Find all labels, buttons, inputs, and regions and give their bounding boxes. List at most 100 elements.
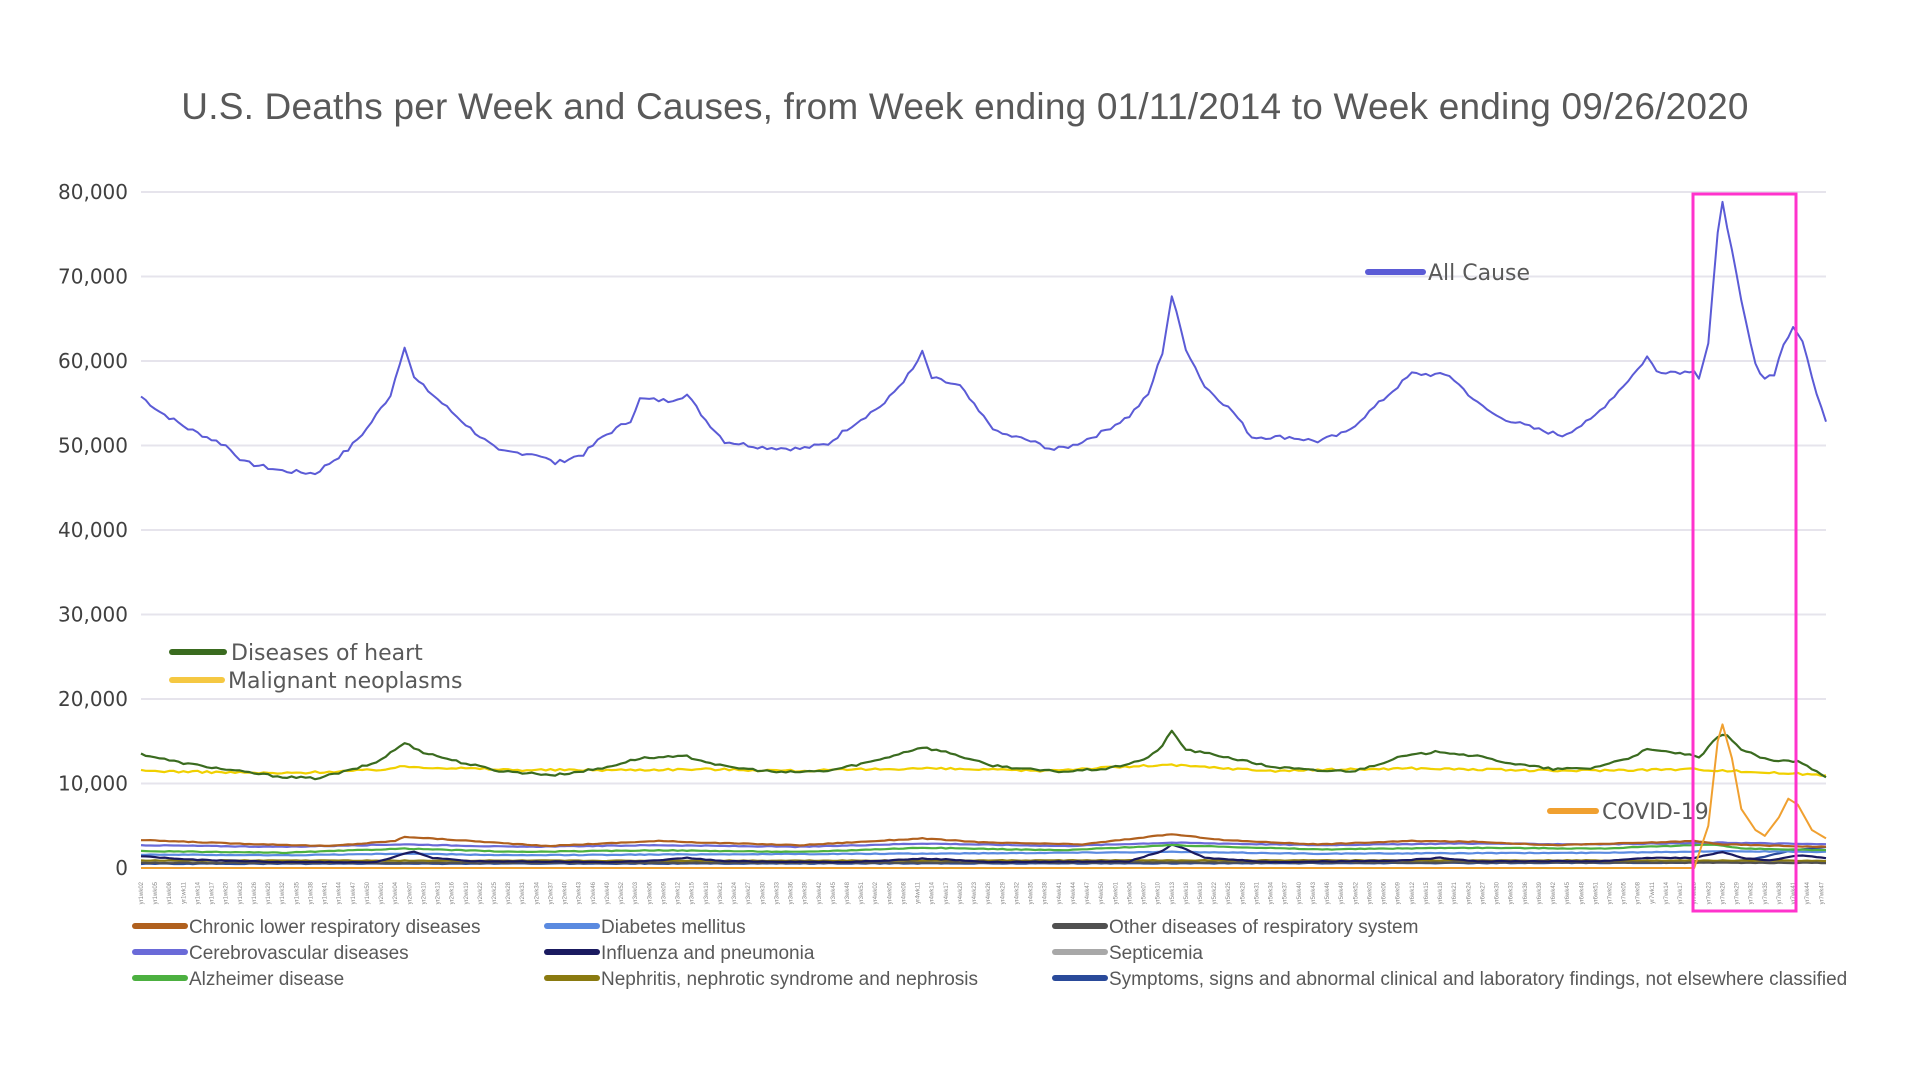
x-tick-label: yr6wk33: [1509, 881, 1515, 904]
x-tick-label: yr7wk17: [1678, 881, 1684, 904]
x-tick-label: yr4wk17: [944, 881, 950, 904]
x-tick-label: yr5wk07: [1142, 881, 1148, 904]
x-tick-label: yr2wk16: [450, 881, 456, 904]
x-tick-label: yr1wk47: [351, 881, 357, 904]
x-tick-label: yr1wk11: [181, 881, 187, 904]
legend-label: Septicemia: [1109, 943, 1203, 964]
covid-highlight-box: [1691, 192, 1798, 913]
x-tick-label: yr5wk52: [1353, 881, 1359, 904]
x-tick-label: yr5wk46: [1325, 881, 1331, 904]
x-tick-label: yr4wk29: [1000, 881, 1006, 904]
y-axis-ticks: 0 10,000 20,000 30,000 40,000 50,000 60,000 70,…: [58, 180, 128, 880]
x-tick-label: yr3wk12: [676, 881, 682, 904]
x-tick-label: yr5wk31: [1254, 881, 1260, 904]
x-tick-label: yr2wk22: [478, 881, 484, 904]
x-tick-label: yr3wk03: [633, 881, 639, 904]
x-tick-label: yr4wk05: [887, 881, 893, 904]
x-tick-label: yr2wk07: [407, 881, 413, 904]
x-tick-label: yr7wk02: [1607, 881, 1613, 904]
x-tick-label: yr2wk31: [520, 881, 526, 904]
y-tick-label: 70,000: [58, 265, 128, 289]
x-tick-label: yr7wk05: [1622, 881, 1628, 904]
x-tick-label: yr1wk23: [238, 881, 244, 904]
x-tick-label: yr7wk29: [1735, 881, 1741, 904]
legend-label-heart: Diseases of heart: [231, 641, 423, 666]
x-tick-label: yr1wk14: [195, 881, 201, 904]
series-line-chronic-lower-respiratory-diseases: [141, 833, 1827, 849]
legend-label: Chronic lower respiratory diseases: [189, 917, 480, 938]
x-tick-label: yr4wk38: [1043, 881, 1049, 904]
legend-label: Other diseases of respiratory system: [1109, 917, 1418, 938]
x-tick-label: yr1wk05: [153, 881, 159, 904]
x-tick-label: yr5wk37: [1283, 881, 1289, 904]
x-tick-label: yr5wk16: [1184, 881, 1190, 904]
series-line-alzheimer-disease: [140, 843, 1827, 855]
x-tick-label: yr1wk08: [167, 881, 173, 904]
x-tick-label: yr3wk45: [831, 881, 837, 904]
legend-label: Diabetes mellitus: [601, 917, 746, 938]
y-tick-label: 50,000: [58, 434, 128, 458]
legend-label-neoplasms: Malignant neoplasms: [228, 669, 463, 694]
y-tick-label: 10,000: [58, 772, 128, 796]
x-tick-label: yr5wk49: [1339, 881, 1345, 904]
x-tick-label: yr6wk12: [1410, 881, 1416, 904]
x-tick-label: yr1wk50: [365, 881, 371, 904]
x-tick-label: yr1wk44: [337, 881, 343, 904]
x-tick-label: yr7wk38: [1777, 881, 1783, 904]
x-tick-label: yr5wk10: [1156, 881, 1162, 904]
x-tick-label: yr6wk03: [1367, 881, 1373, 904]
x-tick-label: yr7wk14: [1664, 881, 1670, 904]
x-tick-label: yr7wk11: [1650, 881, 1656, 904]
legend-label: Symptoms, signs and abnormal clinical an…: [1109, 969, 1847, 990]
x-tick-label: yr6wk42: [1551, 881, 1557, 904]
x-tick-label: yr7wk26: [1720, 881, 1726, 904]
x-tick-label: yr4wk23: [972, 881, 978, 904]
x-tick-label: yr6wk21: [1452, 881, 1458, 904]
x-tick-label: yr2wk25: [492, 881, 498, 904]
x-tick-label: yr6wk09: [1396, 881, 1402, 904]
bottom-legend: Chronic lower respiratory diseases Cerebr…: [132, 917, 1847, 990]
x-tick-label: yr5wk34: [1269, 881, 1275, 904]
x-tick-label: yr5wk28: [1240, 881, 1246, 904]
x-tick-label: yr4wk20: [958, 881, 964, 904]
x-axis-ticks: yr1wk02 yr1wk05 yr1wk08 yr1wk11 yr1wk14 yr1wk…: [139, 881, 1825, 904]
x-tick-label: yr5wk25: [1226, 881, 1232, 904]
x-tick-label: yr4wk47: [1085, 881, 1091, 904]
x-tick-label: yr3wk51: [859, 881, 865, 904]
gridlines: [141, 191, 1826, 785]
x-tick-label: yr6wk51: [1593, 881, 1599, 904]
x-tick-label: yr6wk39: [1537, 881, 1543, 904]
x-tick-label: yr2wk34: [534, 881, 540, 904]
series-line-malignant-neoplasms: [140, 763, 1827, 777]
x-tick-label: yr2wk19: [464, 881, 470, 904]
x-tick-label: yr5wk22: [1212, 881, 1218, 904]
x-tick-label: yr2wk04: [393, 881, 399, 904]
legend-label-covid: COVID-19: [1602, 800, 1709, 825]
x-tick-label: yr7wk44: [1805, 881, 1811, 904]
x-tick-label: yr1wk41: [323, 881, 329, 904]
x-tick-label: yr2wk43: [577, 881, 583, 904]
x-tick-label: yr3wk30: [760, 881, 766, 904]
x-tick-label: yr3wk42: [817, 881, 823, 904]
x-tick-label: yr7wk35: [1763, 881, 1769, 904]
x-tick-label: yr7wk32: [1749, 881, 1755, 904]
legend-label: Cerebrovascular diseases: [189, 943, 409, 964]
x-tick-label: yr1wk20: [224, 881, 230, 904]
series-line-influenza-and-pneumonia: [140, 843, 1827, 864]
series-line-diabetes-mellitus: [141, 849, 1827, 857]
x-tick-label: yr6wk18: [1438, 881, 1444, 904]
series-line-covid-19: [141, 723, 1827, 869]
x-tick-label: yr4wk02: [873, 881, 879, 904]
x-tick-label: yr7wk41: [1791, 881, 1797, 904]
x-tick-label: yr5wk04: [1127, 881, 1133, 904]
x-tick-label: yr3wk15: [690, 881, 696, 904]
chart-title: U.S. Deaths per Week and Causes, from We…: [181, 86, 1749, 127]
x-tick-label: yr3wk36: [789, 881, 795, 904]
x-tick-label: yr4wk11: [916, 881, 922, 904]
y-tick-label: 80,000: [58, 180, 128, 204]
legend-label: Alzheimer disease: [189, 969, 344, 990]
series-lines: [140, 200, 1827, 869]
x-tick-label: yr6wk27: [1480, 881, 1486, 904]
x-tick-label: yr2wk49: [605, 881, 611, 904]
